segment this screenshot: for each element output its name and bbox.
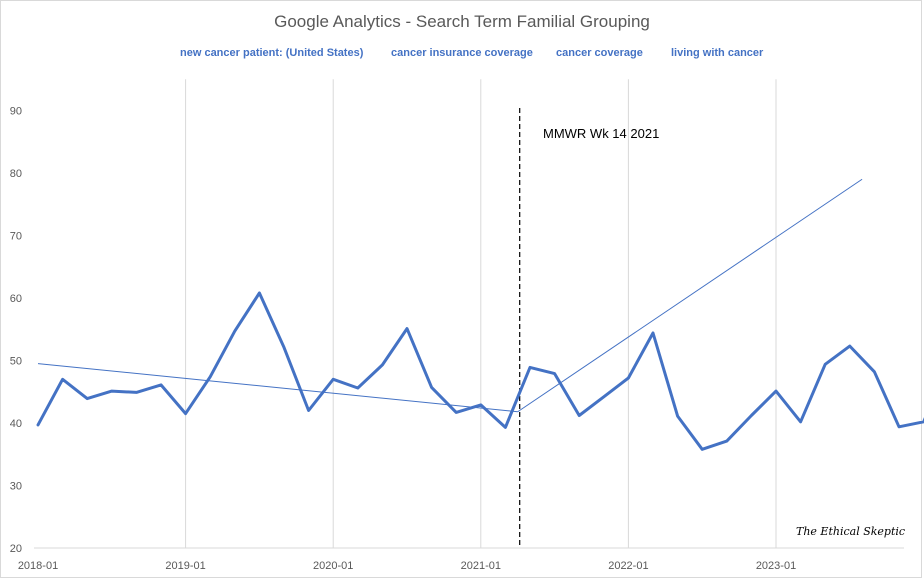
chart-title: Google Analytics - Search Term Familial …: [274, 12, 650, 31]
watermark: The Ethical Skeptic: [796, 525, 906, 538]
x-tick-label: 2022-01: [608, 560, 648, 572]
legend-entry-new-cancer-patient: new cancer patient: (United States): [180, 47, 364, 59]
legend-entry-cancer-insurance-coverage: cancer insurance coverage: [391, 47, 533, 59]
legend-entry-cancer-coverage: cancer coverage: [556, 47, 643, 59]
y-tick-label: 50: [10, 356, 22, 368]
x-tick-label: 2018-01: [18, 560, 58, 572]
y-tick-label: 70: [10, 231, 22, 243]
mmwr-annotation-label: MMWR Wk 14 2021: [543, 126, 660, 141]
x-tick-label: 2019-01: [165, 560, 205, 572]
y-tick-label: 20: [10, 543, 22, 555]
y-tick-label: 40: [10, 418, 22, 430]
trend-line-pre: [37, 363, 518, 413]
y-tick-label: 80: [10, 168, 22, 180]
x-tick-label: 2023-01: [756, 560, 796, 572]
legend-entry-living-with-cancer: living with cancer: [671, 47, 764, 59]
series-line: [36, 291, 924, 451]
x-tick-label: 2020-01: [313, 560, 353, 572]
y-tick-label: 90: [10, 106, 22, 118]
y-tick-label: 30: [10, 481, 22, 493]
trend-line-post: [517, 178, 863, 413]
y-tick-label: 60: [10, 293, 22, 305]
x-tick-label: 2021-01: [461, 560, 501, 572]
